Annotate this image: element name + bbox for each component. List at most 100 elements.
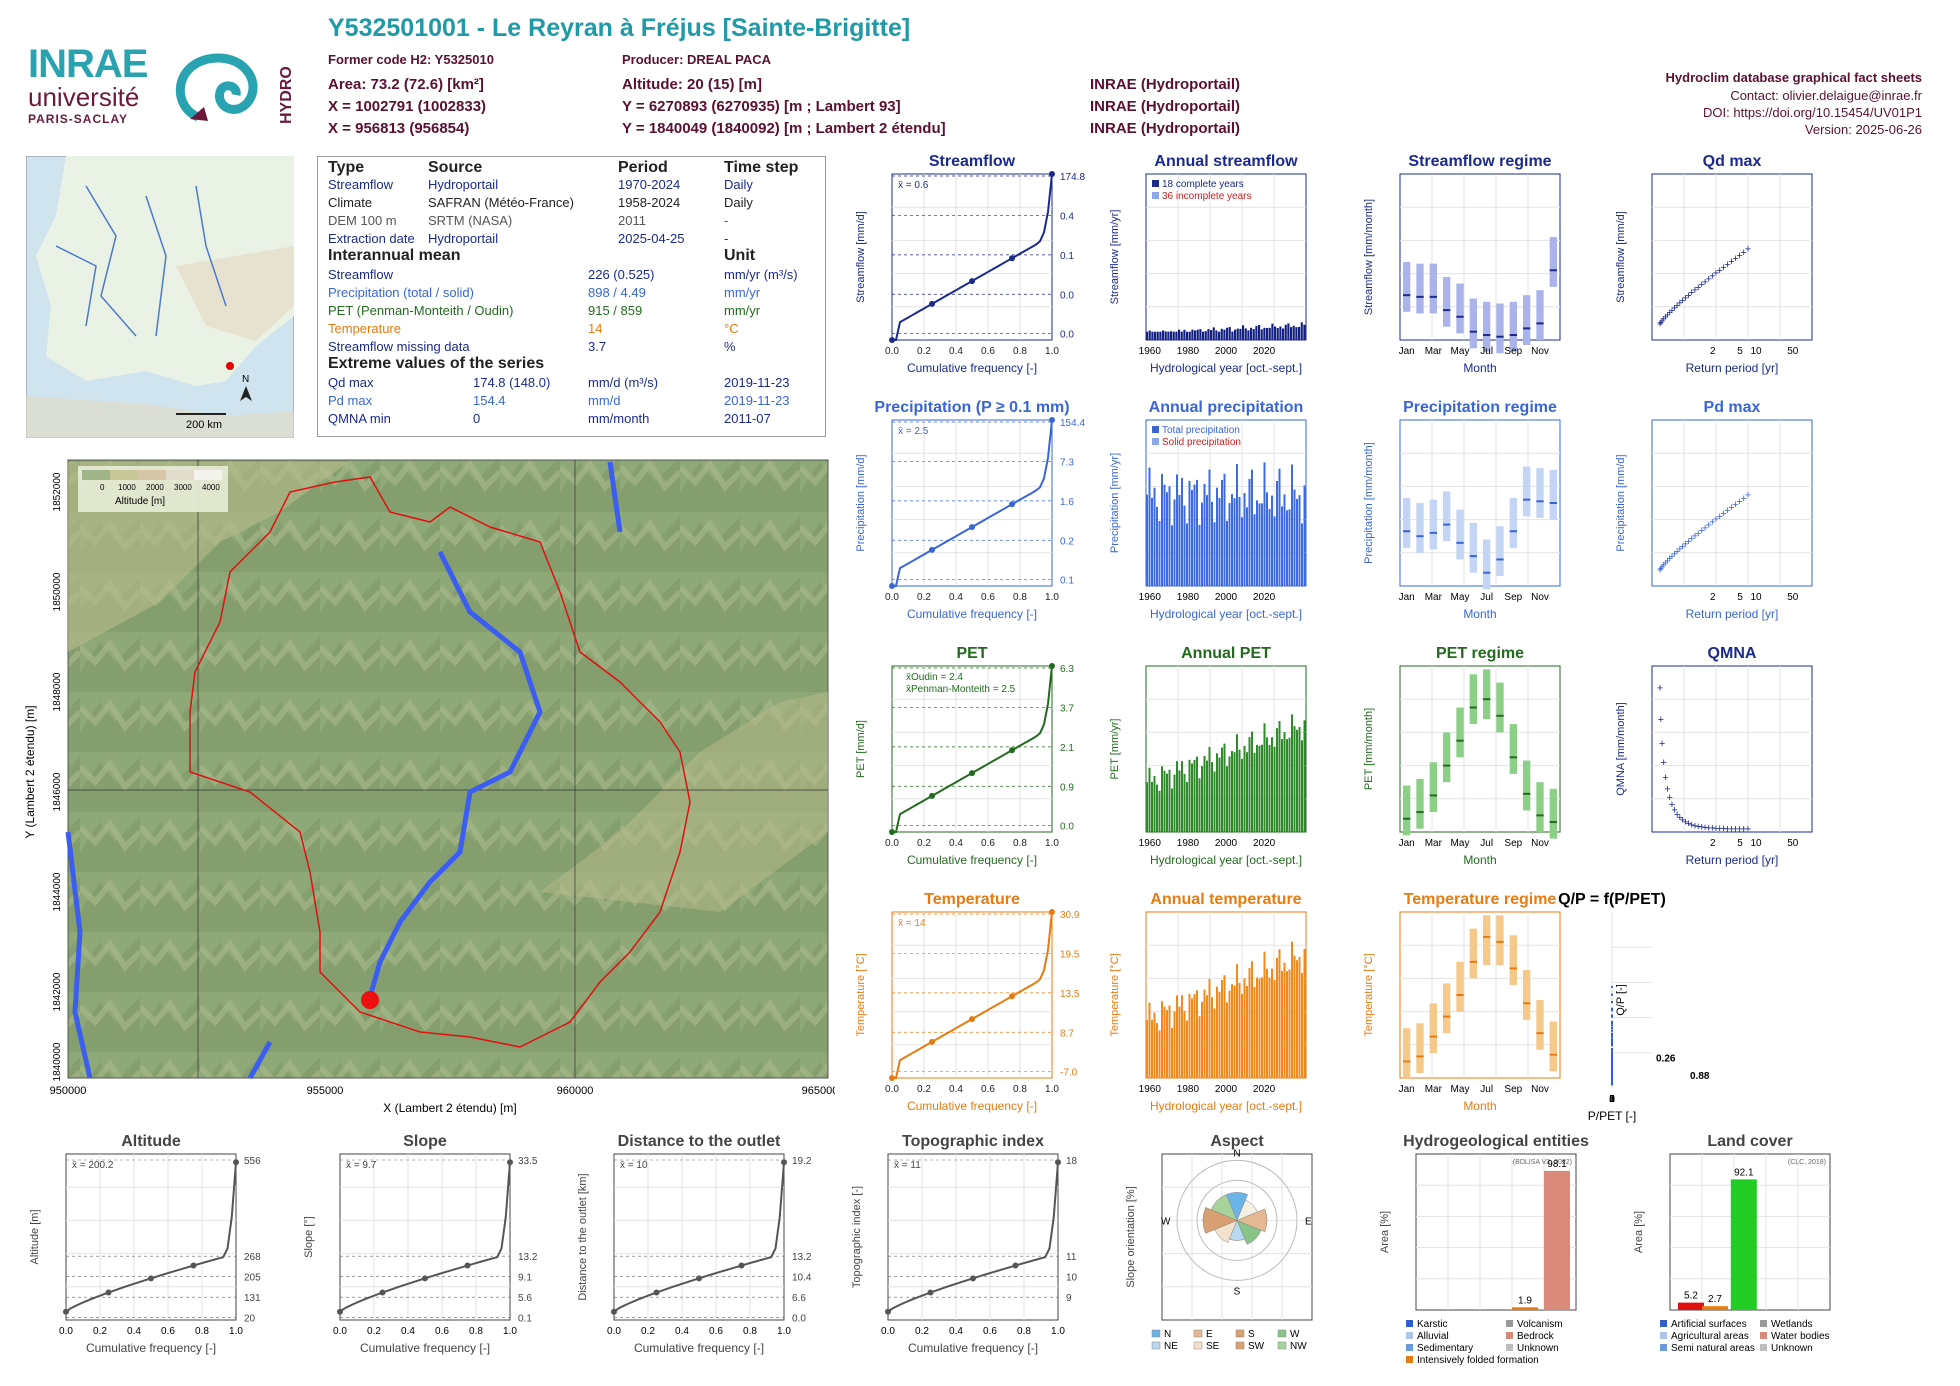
quantile-point (927, 1289, 934, 1296)
x-tick-label: 50 (1787, 592, 1799, 603)
bar-value-label: 1.9 (1518, 1295, 1532, 1306)
data-point: + (1736, 250, 1742, 262)
annual-bar (1298, 956, 1301, 1078)
data-point: + (1659, 561, 1665, 573)
annual-bar (1161, 473, 1163, 586)
annual-bar (1173, 499, 1176, 586)
regime-box (1416, 1023, 1424, 1074)
legend-entry: Total precipitation (1162, 425, 1240, 436)
cell: 1970-2024 (618, 177, 681, 192)
scatter-point (1611, 1034, 1613, 1037)
legend-swatch (1406, 1320, 1413, 1327)
annual-bar (1168, 1005, 1171, 1078)
cell: 915 / 859 (588, 303, 643, 318)
annual_streamflow-chart: Annual streamflow Hydrological year [oct.… (1109, 153, 1307, 375)
data-point: + (1745, 490, 1751, 502)
right-tick-label: 19.5 (1060, 949, 1080, 960)
legend-entry: SE (1206, 1341, 1220, 1352)
x-tick-label: Jul (1480, 838, 1493, 849)
right-tick-label: 8.7 (1060, 1028, 1074, 1039)
right-tick-label: 9 (1066, 1293, 1072, 1304)
annual-bar (1148, 330, 1151, 340)
data-point: + (1705, 519, 1711, 531)
cell: 2011-07 (724, 411, 771, 426)
annual-bar (1271, 968, 1273, 1078)
data-point: + (1736, 824, 1742, 836)
annual-bar (1234, 329, 1237, 340)
data-point: + (1728, 256, 1734, 268)
compass-w: W (1161, 1216, 1171, 1227)
category-bar (1730, 1179, 1757, 1310)
regime-box (1483, 539, 1491, 590)
regime-box (1496, 526, 1504, 577)
right-tick-label: 2.1 (1060, 743, 1074, 754)
annual-bar (1181, 995, 1183, 1078)
data-point: + (1705, 822, 1711, 834)
x-axis-label: Month (1463, 361, 1496, 375)
legend-swatch (1760, 1320, 1767, 1327)
data-point: + (1724, 505, 1730, 517)
annual-bar (1266, 328, 1269, 340)
annual-bar (1233, 752, 1236, 832)
right-tick-label: 205 (244, 1273, 261, 1284)
cell: Daily (724, 177, 753, 192)
x-axis-label: Cumulative frequency [-] (908, 1341, 1038, 1355)
annual-bar (1151, 1019, 1153, 1078)
x-tick-label: 2020 (1253, 592, 1276, 603)
cell: Climate (328, 195, 373, 210)
x-tick-label: 0.0 (881, 1326, 895, 1337)
quantile-point (929, 546, 935, 553)
annual-bar (1163, 1006, 1166, 1078)
legend-entry: Agricultural areas (1671, 1331, 1749, 1342)
annual-bar (1196, 990, 1198, 1078)
x-label: X (Lambert 2 étendu) [m] (383, 1101, 516, 1115)
quantile-point (1009, 255, 1015, 262)
quantile-point (1009, 993, 1015, 1000)
x-tick-label: 5 (1737, 592, 1743, 603)
legend-swatch (1660, 1344, 1667, 1351)
annual-bar (1276, 328, 1279, 340)
regime-box (1483, 301, 1491, 352)
x-tick-label: 1.0 (229, 1326, 243, 1337)
quantile-point (969, 278, 975, 285)
plot-frame (613, 1153, 785, 1321)
chart-title: Annual streamflow (1154, 153, 1298, 170)
annual-bar (1258, 503, 1261, 586)
topo-chart: Topographic index Cumulative frequency [-… (851, 1133, 1078, 1355)
right-tick-label: 268 (244, 1252, 261, 1263)
cell: Pd max (328, 393, 373, 408)
source-l2: INRAE (Hydroportail) (1090, 120, 1240, 137)
data-point: + (1702, 822, 1708, 834)
x-tick-label: 2020 (1253, 838, 1276, 849)
x-tick-label: 0.0 (885, 1084, 899, 1095)
annual-bar (1218, 757, 1221, 832)
x-tick-label: 0.4 (675, 1326, 689, 1337)
annual-bar (1215, 330, 1218, 340)
right-tick-label: -7.0 (1060, 1068, 1078, 1079)
legend-entry: x̄Oudin = 2.4 (906, 672, 963, 683)
regime-box (1496, 303, 1504, 354)
right-tick-label: 20 (244, 1314, 256, 1325)
data-point: + (1674, 300, 1680, 312)
x-tick-label: 1.0 (1045, 838, 1059, 849)
legend-entry: x̄Penman-Monteith = 2.5 (906, 684, 1016, 695)
regime-box (1456, 283, 1464, 334)
annual-bar (1154, 331, 1157, 340)
annual-bar (1176, 474, 1178, 586)
x-tick-label: 10 (1750, 346, 1762, 357)
cell: mm/d (588, 393, 621, 408)
annual-bar (1146, 331, 1149, 340)
annual-bar (1251, 731, 1253, 832)
legend-entry: Intensively folded formation (1417, 1355, 1539, 1366)
quantile-point (507, 1159, 513, 1166)
chart-title: Topographic index (902, 1133, 1044, 1150)
annual-bar (1242, 325, 1245, 340)
x-tick-label: 1960 (1139, 592, 1162, 603)
y-tick: 1852000 (52, 472, 63, 511)
legend-entry: Sedimentary (1417, 1343, 1473, 1354)
x-tick-label: 0.8 (1013, 592, 1027, 603)
scatter-point (1611, 1047, 1613, 1050)
data-point: + (1698, 822, 1704, 834)
regime-box (1443, 983, 1451, 1034)
y-axis-label: Precipitation [mm/d] (1615, 454, 1627, 551)
